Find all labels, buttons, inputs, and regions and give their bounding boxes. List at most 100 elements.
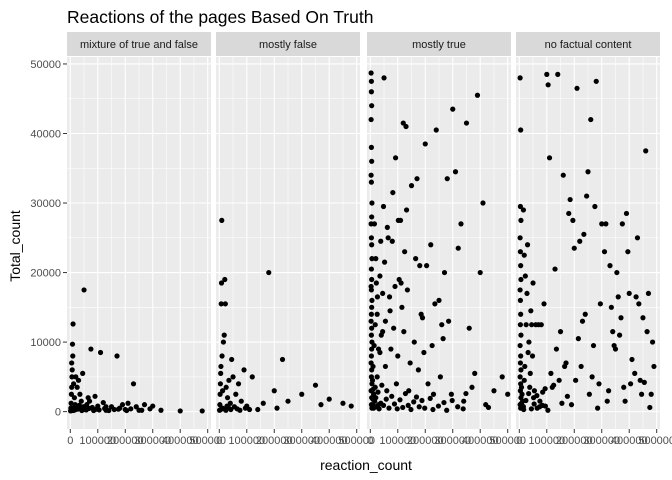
data-point [68,400,74,406]
data-point [100,399,106,406]
data-point [582,311,588,317]
data-point [389,393,395,399]
data-point [371,342,377,349]
data-point [553,346,560,352]
y-tick-label: 0 [55,407,61,419]
data-point [385,235,391,241]
data-point [597,301,603,307]
data-point [115,406,121,412]
data-point [312,382,319,388]
data-point [430,406,436,413]
data-point [199,408,205,414]
facet-strip-label: no factual content [545,39,632,51]
data-point [518,367,524,373]
x-tick-label: 0 [516,435,522,447]
y-tick-label: 30000 [30,198,61,210]
x-tick-label: 500000 [489,435,526,447]
x-tick-label: 100000 [379,435,416,447]
data-point [603,221,609,227]
data-point [373,256,379,262]
data-point [632,370,638,376]
data-point [394,406,400,412]
data-point [249,374,255,380]
data-point [528,308,534,314]
data-point [596,381,602,387]
data-point [517,249,524,255]
data-point [119,402,126,408]
data-point [477,269,483,276]
data-point [368,89,374,95]
data-point [128,406,134,412]
data-point [340,400,346,406]
data-point [227,400,233,406]
data-point [575,336,581,342]
x-tick-label: 200000 [407,435,444,447]
data-point [392,283,398,290]
data-point [130,381,137,387]
y-tick-label: 40000 [30,128,61,140]
data-point [463,390,469,397]
data-point [408,183,415,189]
x-axis-title: reaction_count [320,457,412,473]
data-point [348,403,354,409]
data-point [523,322,529,328]
data-point [378,238,384,244]
data-point [517,297,524,303]
data-point [68,391,74,397]
data-point [377,273,383,279]
data-point [524,290,530,297]
data-point [255,406,261,413]
facet-strip-label: mostly false [259,39,317,51]
data-point [517,75,523,81]
data-point [86,405,92,412]
data-point [223,384,229,390]
data-point [372,322,378,328]
data-point [458,221,464,227]
data-point [111,406,117,413]
data-point [133,404,139,410]
data-point [517,360,524,366]
data-point [592,203,598,210]
data-point [526,339,532,345]
data-point [633,294,639,300]
data-point [472,370,478,376]
data-point [546,155,553,161]
data-point [368,353,374,359]
data-point [599,221,605,227]
data-point [70,321,76,327]
data-point [389,238,395,244]
data-point [541,301,547,307]
data-point [552,266,558,272]
data-point [522,363,528,370]
data-point [429,342,435,349]
data-point [384,388,390,394]
data-point [374,311,380,317]
data-point [369,297,375,303]
data-point [584,193,590,199]
data-point [376,406,382,412]
facet-panel: mixture of true and false 0 10000020000030… [67,32,226,447]
data-point [521,406,527,413]
data-point [644,329,650,335]
data-point [372,384,378,390]
data-point [80,370,86,376]
data-point [517,322,524,328]
data-point [517,203,524,210]
data-point [585,169,591,175]
data-point [568,402,575,408]
data-point [393,381,399,387]
data-point [403,123,409,130]
data-point [480,200,486,206]
data-point [218,301,224,307]
x-tick-label: 300000 [283,435,320,447]
data-point [622,398,628,404]
data-point [559,400,565,406]
data-point [241,367,247,373]
data-point [233,391,239,397]
chart-title: Reactions of the pages Based On Truth [67,7,373,27]
data-point [601,249,608,255]
data-point [369,325,375,331]
data-point [177,408,183,414]
data-point [271,388,277,394]
data-point [430,391,437,397]
